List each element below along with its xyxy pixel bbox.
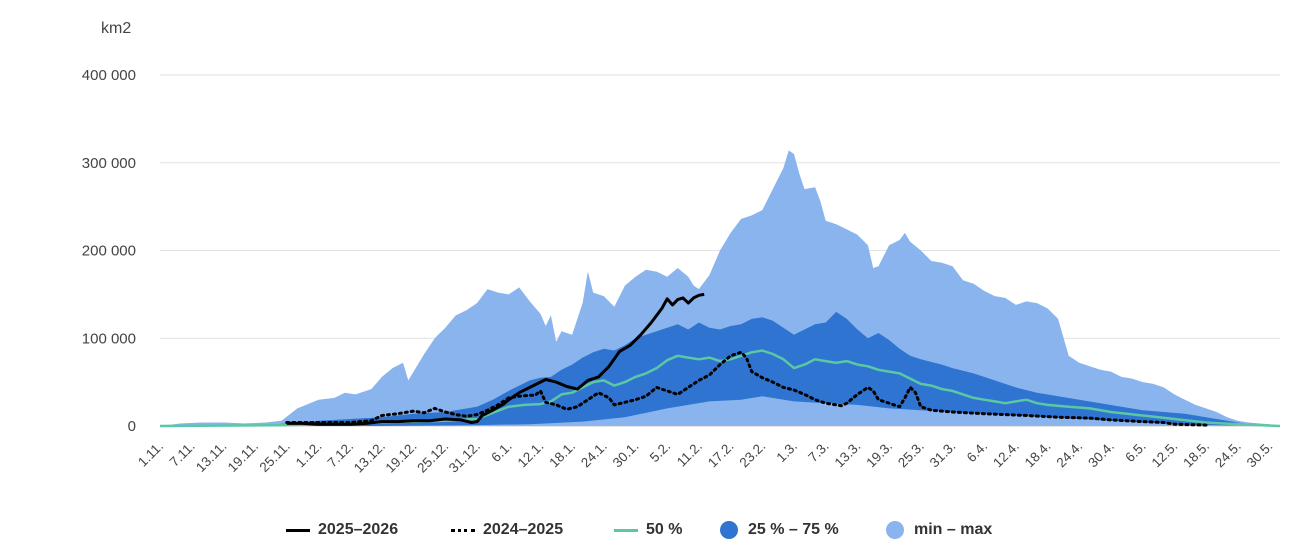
x-tick-label: 25.11. [256, 439, 292, 475]
x-tick-label: 19.3. [863, 439, 895, 471]
x-tick-label: 1.11. [135, 439, 166, 470]
x-tick-label: 17.2. [705, 439, 737, 471]
y-tick-label: 0 [128, 418, 136, 435]
x-tick-label: 1.12. [293, 439, 325, 471]
x-tick-label: 5.2. [647, 439, 674, 466]
band-25-75 [160, 311, 1280, 426]
x-tick-label: 25.3. [895, 439, 927, 471]
x-tick-label: 18.1. [546, 439, 578, 471]
x-tick-label: 31.12. [446, 439, 483, 476]
teal-line-icon [614, 528, 638, 532]
dark-blue-dot-icon [720, 521, 738, 539]
x-tick-label: 18.4. [1022, 439, 1054, 471]
legend-label: 50 % [646, 521, 683, 538]
x-tick-label: 24.1. [578, 439, 610, 471]
x-tick-label: 7.3. [805, 439, 832, 466]
x-tick-label: 11.2. [674, 439, 705, 470]
legend-label: min – max [914, 521, 993, 538]
x-tick-label: 30.1. [610, 439, 642, 471]
x-tick-label: 19.11. [225, 439, 261, 475]
series-line-2024-2025 [285, 350, 1208, 427]
light-blue-dot-icon [886, 521, 904, 539]
x-tick-label: 18.5. [1180, 439, 1212, 471]
x-tick-label: 6.4. [964, 439, 991, 466]
dotted-line-icon [451, 528, 475, 532]
x-tick-label: 12.4. [990, 439, 1022, 471]
x-tick-label: 31.3. [927, 439, 959, 471]
x-tick-label: 23.2. [737, 439, 769, 471]
x-tick-label: 30.5. [1244, 439, 1276, 471]
solid-line-icon [286, 528, 310, 532]
y-tick-label: 300 000 [82, 155, 136, 172]
legend-item-min-max[interactable]: min – max [886, 515, 992, 545]
x-tick-label: 24.4. [1054, 439, 1086, 471]
legend-item-25-75[interactable]: 25 % – 75 % [720, 515, 839, 545]
legend: 2025–2026 2024–2025 50 % 25 % – 75 % min… [0, 515, 1303, 545]
x-tick-label: 6.1. [488, 439, 515, 466]
x-tick-label: 25.12. [414, 439, 451, 476]
x-tick-label: 1.3. [774, 439, 801, 466]
x-tick-label: 13.11. [193, 439, 229, 475]
series-lines [159, 292, 1281, 428]
area-bands [160, 150, 1280, 426]
x-tick-labels: 1.11. 7.11.13.11.19.11.25.11. 1.12. 7.12.13… [135, 439, 1276, 476]
legend-item-2024-2025[interactable]: 2024–2025 [451, 515, 563, 545]
legend-label: 2024–2025 [483, 521, 564, 538]
x-tick-label: 6.5. [1122, 439, 1149, 466]
y-tick-label: 100 000 [82, 330, 136, 347]
series-line-median [159, 349, 1281, 428]
legend-item-median[interactable]: 50 % [614, 515, 682, 545]
band-min-max [160, 150, 1280, 426]
legend-label: 25 % – 75 % [748, 521, 839, 538]
y-tick-label: 200 000 [82, 243, 136, 260]
x-tick-label: 19.12. [383, 439, 420, 476]
x-tick-label: 30.4. [1085, 439, 1117, 471]
y-tick-label: 400 000 [82, 67, 136, 84]
x-tick-label: 13.12. [351, 439, 388, 476]
legend-item-2025-2026[interactable]: 2025–2026 [286, 515, 398, 545]
y-axis-unit-label: km2 [101, 20, 131, 37]
x-tick-label: 12.5. [1149, 439, 1181, 471]
x-tick-label: 24.5. [1212, 439, 1244, 471]
x-tick-label: 12.1. [515, 439, 547, 471]
x-tick-label: 13.3. [832, 439, 864, 471]
legend-label: 2025–2026 [318, 521, 399, 538]
y-tick-labels: 0 100 000 200 000 300 000 400 000 [82, 67, 136, 435]
series-line-2025-2026 [286, 292, 705, 426]
